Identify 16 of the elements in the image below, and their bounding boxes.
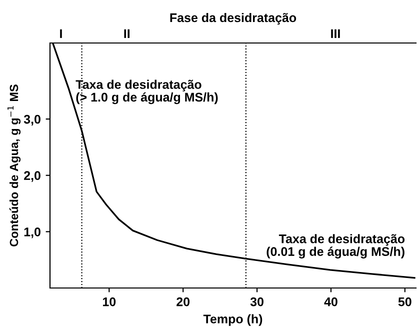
text: II [124,29,130,38]
text: Fase da desidratação [170,12,296,25]
annotation: Taxa de desidratação (0.01 g de água/g MS/h) [266,234,405,258]
y-tick-label: 2,0 [24,171,40,182]
y-tick-label: 1,0 [24,227,40,238]
x-tick-label: 20 [176,297,190,306]
x-tick-label: 30 [250,297,264,306]
x-tick-label: 50 [398,297,412,306]
y-axis-title: Conteúdo de Agua, g g$^{−1}$ MS [8,84,21,246]
text: III [331,29,340,38]
x-axis-title: Tempo (h) [203,314,262,326]
y-tick-label: 3,0 [24,114,40,126]
annotation: Taxa de desidratação (> 1.0 g de água/g MS/h) [76,80,218,104]
x-tick-label: 40 [324,297,338,306]
text: I [60,29,62,38]
x-tick-label: 10 [102,297,116,306]
